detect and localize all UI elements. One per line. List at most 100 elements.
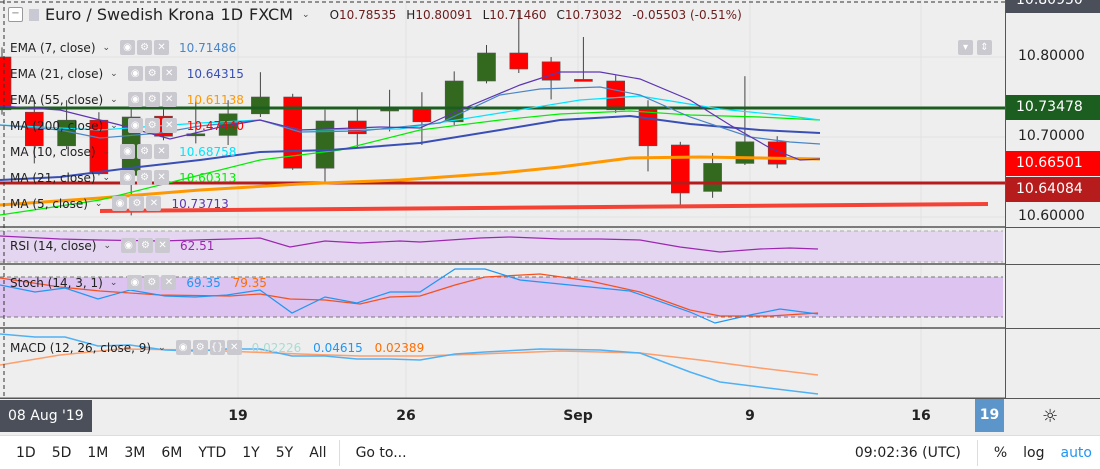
candle-body: [735, 141, 755, 164]
indicator-value: 10.60313: [179, 170, 237, 185]
goto-button[interactable]: Go to...: [355, 444, 407, 461]
stoch-k-line: [0, 268, 819, 324]
eye-icon[interactable]: ◉: [112, 196, 128, 211]
symbol-name[interactable]: Euro / Swedish Krona: [45, 5, 215, 24]
gear-icon[interactable]: ⚙: [192, 340, 208, 355]
eye-icon[interactable]: ◉: [127, 66, 143, 81]
range-button-1d[interactable]: 1D: [16, 444, 36, 461]
close-icon[interactable]: ✕: [226, 340, 242, 355]
pane-maximize-icon[interactable]: ⇕: [977, 40, 992, 55]
range-button-5y[interactable]: 5Y: [275, 444, 294, 461]
close-icon[interactable]: ✕: [155, 238, 171, 253]
indicator-legend[interactable]: MA (10, close) ⌄ ◉ ⚙ ✕ 10.68758: [10, 144, 237, 159]
settings-icon[interactable]: ☼: [1042, 406, 1059, 427]
indicator-value: 10.61138: [186, 92, 244, 107]
gear-icon[interactable]: ⚙: [138, 238, 154, 253]
ema7-line: [0, 86, 821, 145]
time-tick: 9: [745, 408, 755, 424]
chevron-down-icon[interactable]: ⌄: [102, 42, 111, 53]
candle: [477, 45, 496, 84]
chevron-down-icon[interactable]: ⌄: [102, 146, 111, 157]
indicator-legend[interactable]: EMA (21, close) ⌄ ◉ ⚙ ✕ 10.64315: [10, 66, 244, 81]
bottom-toolbar: 1D 5D 1M 3M 6M YTD 1Y 5Y All Go to... 09:02:36 (…: [0, 435, 1100, 469]
interval[interactable]: 1D: [220, 5, 244, 24]
chart-area[interactable]: − Euro / Swedish Krona 1D FXCM ⌄ O10.7853…: [0, 0, 1100, 435]
gear-icon[interactable]: ⚙: [144, 275, 160, 290]
pane-collapse-icon[interactable]: ▾: [958, 40, 973, 55]
chevron-down-icon[interactable]: ⌄: [302, 9, 310, 20]
gear-icon[interactable]: ⚙: [144, 118, 160, 133]
candle-body: [509, 52, 529, 70]
macd-legend[interactable]: MACD (12, 26, close, 9) ⌄ ◉ ⚙{} ✕ 0.02226 0.0…: [10, 340, 425, 355]
close-icon[interactable]: ✕: [161, 275, 177, 290]
candle: [670, 141, 690, 209]
range-button-6m[interactable]: 6M: [161, 444, 183, 461]
indicator-legend[interactable]: MA (21, close) ⌄ ◉ ⚙ ✕ 10.60313: [10, 170, 237, 185]
candle-body: [0, 56, 12, 111]
gear-icon[interactable]: ⚙: [137, 170, 153, 185]
gear-icon[interactable]: ⚙: [129, 196, 145, 211]
candle: [380, 89, 399, 132]
close-icon[interactable]: ✕: [154, 144, 170, 159]
percent-toggle[interactable]: %: [993, 444, 1008, 461]
range-button-1y[interactable]: 1Y: [242, 444, 260, 461]
chart-canvas[interactable]: [0, 0, 1005, 398]
ma5-line: [0, 71, 821, 161]
eye-icon[interactable]: ◉: [127, 118, 143, 133]
rsi-legend[interactable]: RSI (14, close) ⌄ ◉ ⚙ ✕ 62.51: [10, 238, 215, 253]
indicator-legend[interactable]: MA (5, close) ⌄ ◉ ⚙ ✕ 10.73713: [10, 196, 229, 211]
trend-line[interactable]: [99, 202, 989, 213]
eye-icon[interactable]: ◉: [127, 92, 143, 107]
candle: [574, 37, 593, 82]
range-button-1m[interactable]: 1M: [87, 444, 109, 461]
chevron-down-icon[interactable]: ⌄: [94, 198, 103, 209]
time-axis[interactable]: [0, 398, 1100, 435]
close-icon[interactable]: ✕: [154, 170, 170, 185]
range-button-3m[interactable]: 3M: [124, 444, 146, 461]
indicator-legend[interactable]: EMA (7, close) ⌄ ◉ ⚙ ✕ 10.71486: [10, 40, 237, 55]
eye-icon[interactable]: ◉: [127, 275, 143, 290]
eye-icon[interactable]: ◉: [175, 340, 191, 355]
stoch-legend[interactable]: Stoch (14, 3, 1) ⌄ ◉ ⚙ ✕ 69.35 79.35: [10, 275, 267, 290]
eye-icon[interactable]: ◉: [120, 40, 136, 55]
log-toggle[interactable]: log: [1023, 444, 1045, 461]
close-icon[interactable]: ✕: [154, 40, 170, 55]
braces-icon[interactable]: {}: [209, 340, 225, 355]
eye-icon[interactable]: ◉: [120, 170, 136, 185]
clock-time[interactable]: 09:02:36 (UTC): [854, 444, 961, 461]
gear-icon[interactable]: ⚙: [137, 40, 153, 55]
indicator-legend[interactable]: EMA (55, close) ⌄ ◉ ⚙ ✕ 10.61138: [10, 92, 244, 107]
exchange[interactable]: FXCM: [249, 5, 294, 24]
eye-icon[interactable]: ◉: [120, 144, 136, 159]
indicator-value: 10.71486: [179, 40, 237, 55]
today-date-tag[interactable]: 19: [975, 399, 1004, 432]
ema55-line: [0, 155, 821, 207]
candle-body: [541, 61, 561, 81]
close-icon[interactable]: ✕: [161, 66, 177, 81]
indicator-value: 10.73713: [171, 196, 229, 211]
candle-body: [477, 52, 496, 82]
ma21-line: [0, 110, 821, 216]
close-icon[interactable]: ✕: [161, 118, 177, 133]
gear-icon[interactable]: ⚙: [137, 144, 153, 159]
crosshair-date-tag: 08 Aug '19: [0, 400, 92, 432]
price-axis[interactable]: 10.80950 10.80000 10.70000 10.60000 10.7…: [1005, 0, 1100, 398]
chevron-down-icon[interactable]: ⌄: [110, 120, 118, 131]
chevron-down-icon[interactable]: ⌄: [102, 172, 111, 183]
gear-icon[interactable]: ⚙: [144, 92, 160, 107]
range-button-all[interactable]: All: [309, 444, 327, 461]
auto-toggle[interactable]: auto: [1060, 444, 1092, 461]
close-icon[interactable]: ✕: [146, 196, 162, 211]
symbol-header: − Euro / Swedish Krona 1D FXCM ⌄ O10.7853…: [8, 5, 742, 24]
eye-icon[interactable]: ◉: [121, 238, 137, 253]
range-button-ytd[interactable]: YTD: [198, 444, 227, 461]
range-button-5d[interactable]: 5D: [51, 444, 72, 461]
close-icon[interactable]: ✕: [161, 92, 177, 107]
collapse-icon[interactable]: −: [8, 7, 23, 22]
ohlc-values: O10.78535 H10.80091 L10.71460 C10.73032 …: [329, 7, 742, 22]
chevron-down-icon[interactable]: ⌄: [110, 68, 118, 79]
gear-icon[interactable]: ⚙: [144, 66, 160, 81]
rsi-line: [0, 235, 819, 253]
chevron-down-icon[interactable]: ⌄: [110, 94, 118, 105]
indicator-legend[interactable]: MA (200, close) ⌄ ◉ ⚙ ✕ 10.47440: [10, 118, 244, 133]
